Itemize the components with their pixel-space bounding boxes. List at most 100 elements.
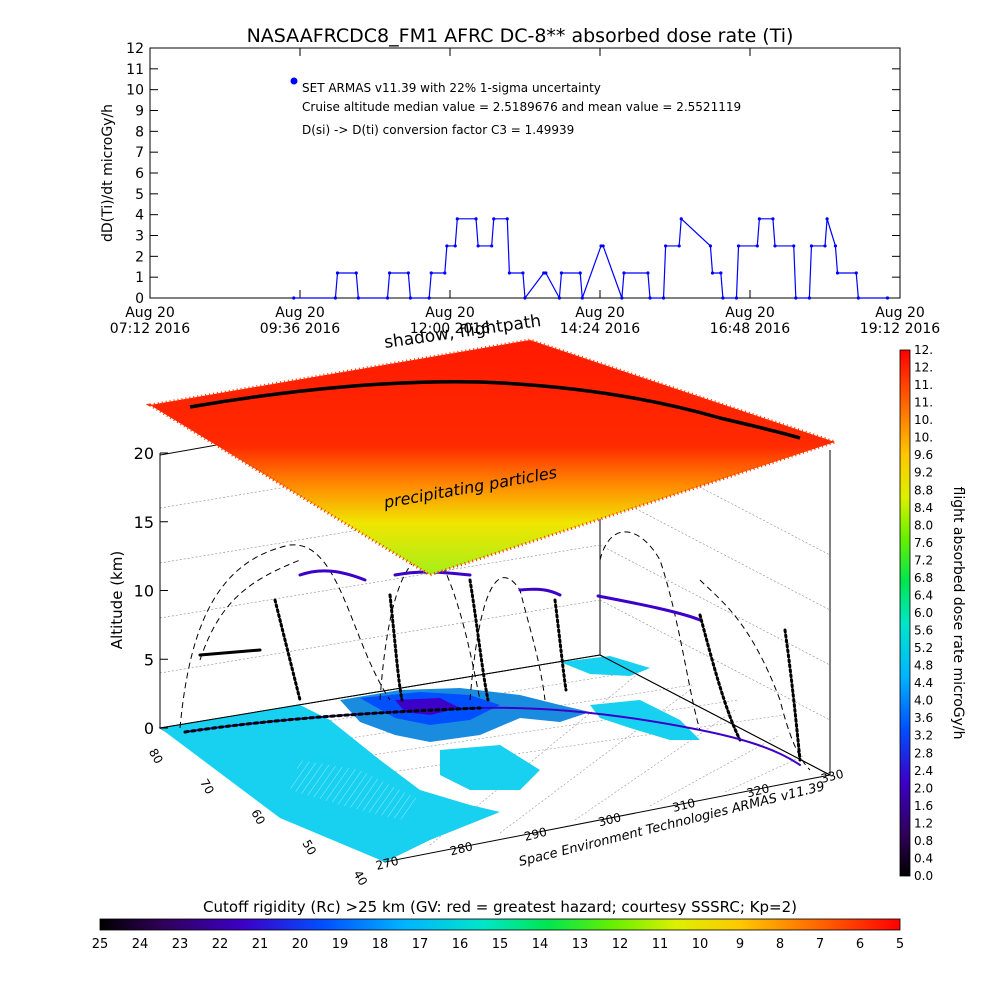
y-tick-label: 6	[135, 166, 144, 182]
dose-colorbar-tick: 10.	[914, 413, 933, 427]
series-point	[476, 244, 480, 248]
x-tick-label-date: Aug 20	[125, 305, 175, 321]
y-tick-label: 1	[135, 270, 144, 286]
rigidity-title: Cutoff rigidity (Rc) >25 km (GV: red = g…	[203, 898, 797, 916]
dose-colorbar-tick: 11.	[914, 378, 933, 392]
rigidity-tick-label: 20	[292, 937, 309, 952]
rigidity-tick-label: 23	[172, 937, 189, 952]
series-point	[646, 271, 650, 275]
dose-colorbar-tick: 5.2	[914, 641, 933, 655]
z-tick-label: 20	[134, 444, 154, 463]
series-point	[453, 244, 457, 248]
dose-colorbar-tick: 8.8	[914, 483, 933, 497]
series-point	[578, 271, 582, 275]
top-series-line	[292, 217, 890, 301]
series-point	[559, 271, 564, 275]
dose-colorbar-tick: 4.0	[914, 694, 933, 708]
lon-tick-label: 320	[745, 781, 771, 800]
lon-tick-label: 310	[671, 796, 697, 815]
series-point	[755, 244, 759, 248]
lat-tick-label: 40	[351, 868, 371, 888]
series-line	[293, 217, 888, 301]
flight-track-3d	[183, 569, 802, 766]
rigidity-tick-label: 10	[692, 937, 709, 952]
series-point	[835, 271, 840, 275]
lat-tick-label: 70	[197, 776, 217, 796]
dose-colorbar-tick: 4.4	[914, 676, 933, 690]
y-tick-label: 4	[135, 208, 144, 224]
dose-colorbar-tick: 7.6	[914, 536, 933, 550]
lon-tick-label: 280	[449, 839, 475, 858]
dose-colorbar-tick: 0.4	[914, 851, 933, 865]
series-point	[523, 296, 527, 300]
top-y-axis-label: dD(Ti)/dt microGy/h	[100, 104, 116, 242]
dose-colorbar-tick: 12.	[914, 343, 933, 357]
series-point	[505, 217, 509, 221]
lat-tick-label: 80	[146, 746, 166, 766]
y-tick-label: 10	[126, 83, 144, 99]
series-point	[580, 296, 584, 300]
series-point	[429, 271, 433, 275]
x-tick-label-time: 07:12 2016	[110, 321, 191, 337]
altitude-axis-label: Altitude (km)	[108, 551, 126, 649]
series-point	[544, 271, 548, 275]
back-wall-right	[599, 654, 831, 776]
series-point	[620, 296, 624, 300]
dose-colorbar-tick: 8.0	[914, 518, 933, 532]
dose-colorbar-tick: 2.0	[914, 781, 933, 795]
rigidity-tick-label: 18	[372, 937, 389, 952]
series-point	[601, 244, 605, 248]
y-tick-label: 3	[135, 229, 144, 245]
y-tick-label: 11	[126, 62, 144, 78]
annotation-cruise-stats: Cruise altitude median value = 2.5189676…	[302, 100, 741, 114]
rigidity-colorbar-ticks: 25 24 23 22 21 20 19 18 17 16 15 14 13 12 11 10 9 8 7 6 5	[92, 937, 904, 952]
series-point	[521, 271, 525, 275]
y-tick-label: 8	[135, 124, 144, 140]
series-point	[664, 244, 668, 248]
x-tick-label-date: Aug 20	[275, 305, 325, 321]
x-tick-label-time: 09:36 2016	[260, 321, 341, 337]
rigidity-tick-label: 22	[212, 937, 229, 952]
latitude-axis: 80 70 60 50 40	[146, 746, 370, 888]
x-tick-label-time: 14:24 2016	[560, 321, 641, 337]
series-point	[292, 296, 296, 300]
rigidity-tick-label: 15	[492, 937, 509, 952]
series-point	[856, 296, 860, 300]
dose-colorbar	[900, 350, 910, 876]
series-point	[825, 217, 829, 221]
x-tick-label-time: 19:12 2016	[860, 321, 941, 337]
x-tick-label-date: Aug 20	[425, 305, 475, 321]
series-point	[854, 271, 858, 275]
y-tick-label: 7	[135, 145, 144, 161]
series-point	[792, 244, 796, 248]
rigidity-tick-label: 25	[92, 937, 109, 952]
dose-colorbar-tick: 6.8	[914, 571, 933, 585]
series-point	[757, 217, 761, 221]
dose-colorbar-tick: 9.6	[914, 448, 933, 462]
series-point	[490, 244, 494, 248]
lat-tick-label: 60	[248, 807, 268, 827]
wall-grid	[159, 434, 831, 721]
rigidity-tick-label: 12	[612, 937, 629, 952]
rigidity-tick-label: 11	[652, 937, 669, 952]
longitude-axis: 270 280 290 300 310 320 330	[374, 767, 845, 873]
dose-colorbar-tick: 2.8	[914, 746, 933, 760]
series-point	[823, 244, 827, 248]
z-tick-label: 10	[134, 582, 154, 601]
series-point	[721, 296, 725, 300]
rigidity-tick-label: 24	[132, 937, 149, 952]
series-point	[443, 271, 447, 275]
lon-tick-label: 290	[523, 825, 549, 844]
series-point	[507, 271, 511, 275]
rigidity-tick-label: 8	[776, 937, 784, 952]
series-point	[773, 244, 777, 248]
dose-colorbar-tick: 5.6	[914, 624, 933, 638]
series-point	[661, 296, 666, 300]
dose-colorbar-tick: 12.	[914, 361, 933, 375]
rigidity-tick-label: 6	[856, 937, 864, 952]
series-point	[427, 296, 431, 300]
z-tick-label: 0	[144, 719, 154, 738]
lat-tick-label: 50	[299, 837, 319, 857]
dose-colorbar-tick: 4.8	[914, 659, 933, 673]
